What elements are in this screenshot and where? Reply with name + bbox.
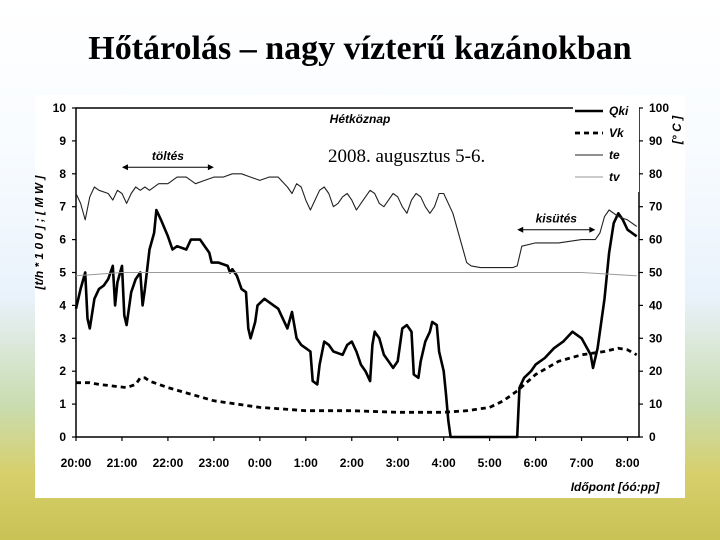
x-tick-label: 20:00 bbox=[61, 456, 92, 470]
y-right-tick-label: 70 bbox=[649, 200, 663, 214]
y-right-tick-label: 20 bbox=[649, 364, 663, 378]
y-left-axis-label: [t/h * 1 0 0 ] ; [ M W ] bbox=[35, 175, 46, 291]
x-tick-label: 0:00 bbox=[248, 456, 272, 470]
y-left-tick-label: 6 bbox=[59, 233, 66, 247]
y-left-tick-label: 9 bbox=[59, 134, 66, 148]
y-left-tick-label: 5 bbox=[59, 266, 66, 280]
legend-label-tv: tv bbox=[609, 170, 621, 184]
y-left-tick-label: 0 bbox=[59, 430, 66, 444]
legend-label-te: te bbox=[609, 148, 620, 162]
y-right-axis-label: [° C ] bbox=[670, 115, 684, 145]
annotation-0-arrowhead-left bbox=[121, 164, 128, 171]
y-left-tick-label: 4 bbox=[59, 298, 66, 312]
x-axis-label: Időpont [óó:pp] bbox=[571, 480, 661, 494]
series-line-qki bbox=[74, 208, 638, 439]
chart-panel: 0 1 2 3 4 5 6 7 8 9 10 0 10 20 30 40 50 60 70 80 90 100 20:00 2… bbox=[35, 95, 685, 498]
y-left-tick-label: 3 bbox=[59, 331, 66, 345]
annotation-0-label: töltés bbox=[152, 149, 184, 163]
series-line-vk bbox=[76, 346, 638, 414]
x-tick-label: 4:00 bbox=[432, 456, 456, 470]
y-right-tick-label: 100 bbox=[649, 101, 669, 115]
x-tick-label: 7:00 bbox=[570, 456, 594, 470]
y-left-tick-label: 7 bbox=[59, 200, 66, 214]
annotation-0-arrowhead-right bbox=[207, 164, 214, 171]
x-tick-label: 2:00 bbox=[340, 456, 364, 470]
y-right-tick-label: 50 bbox=[649, 266, 663, 280]
series-line-te bbox=[75, 173, 638, 269]
y-right-tick-label: 10 bbox=[649, 397, 663, 411]
y-right-tick-label: 40 bbox=[649, 298, 663, 312]
annotation-1-arrowhead-left bbox=[517, 226, 524, 233]
x-tick-label: 1:00 bbox=[294, 456, 318, 470]
y-right-tick-label: 0 bbox=[649, 430, 656, 444]
chart-title: Hétköznap bbox=[330, 112, 391, 126]
date-note: 2008. augusztus 5-6. bbox=[326, 146, 488, 168]
legend-label-qki: Qki bbox=[609, 104, 629, 118]
annotation-1-label: kisütés bbox=[536, 212, 578, 226]
annotation-1-arrowhead-right bbox=[589, 226, 596, 233]
y-left-tick-label: 1 bbox=[59, 397, 66, 411]
x-tick-label: 23:00 bbox=[199, 456, 230, 470]
y-right-tick-label: 30 bbox=[649, 331, 663, 345]
y-left-tick-label: 10 bbox=[53, 101, 67, 115]
x-tick-label: 8:00 bbox=[615, 456, 639, 470]
x-tick-label: 3:00 bbox=[386, 456, 410, 470]
y-right-tick-label: 90 bbox=[649, 134, 663, 148]
series-line-tv bbox=[75, 272, 637, 277]
y-right-tick-label: 60 bbox=[649, 233, 663, 247]
x-tick-label: 6:00 bbox=[524, 456, 548, 470]
x-tick-label: 21:00 bbox=[107, 456, 138, 470]
y-left-tick-label: 2 bbox=[59, 364, 66, 378]
slide-title: Hőtárolás – nagy vízterű kazánokban bbox=[88, 30, 632, 67]
legend-box bbox=[573, 100, 639, 192]
y-right-tick-label: 80 bbox=[649, 167, 663, 181]
x-tick-label: 5:00 bbox=[478, 456, 502, 470]
legend-label-vk: Vk bbox=[609, 126, 625, 140]
y-left-tick-label: 8 bbox=[59, 167, 66, 181]
x-tick-label: 22:00 bbox=[153, 456, 184, 470]
